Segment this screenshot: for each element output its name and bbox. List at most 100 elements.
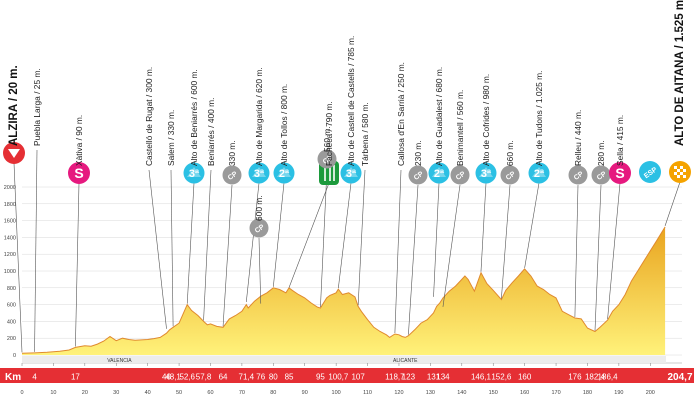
- x-tick-label: 150: [489, 390, 498, 396]
- point-label: 330 m.: [227, 140, 237, 166]
- checkpoint-icon: [317, 149, 337, 169]
- km-value: 160: [518, 373, 532, 382]
- checkpoint-icon: [568, 165, 588, 185]
- category-climb-badge: 3ª: [475, 162, 497, 184]
- category-text: 2ª: [434, 168, 445, 180]
- km-value: 182,4: [585, 373, 606, 382]
- km-final-value: 204,7: [667, 372, 692, 383]
- leader-line: [501, 184, 511, 299]
- x-tick-label: 80: [270, 390, 276, 396]
- km-value: 64: [219, 373, 228, 382]
- category-climb-badge: 2ª: [428, 162, 450, 184]
- checkpoint-badge: CP: [591, 165, 611, 185]
- y-tick-label: 1800: [4, 202, 16, 208]
- km-value: 80: [269, 373, 278, 382]
- region-label: ALICANTE: [393, 358, 418, 364]
- start-badge: [3, 142, 25, 164]
- km-value: 57,8: [196, 373, 212, 382]
- point-label: Alto de Tollos / 800 m.: [279, 84, 289, 166]
- category-climb-badge: 2ª: [528, 162, 550, 184]
- point-label: Beniarrés / 400 m.: [206, 98, 216, 166]
- category-text: 3ª: [254, 168, 265, 180]
- y-tick-label: 1200: [4, 252, 16, 258]
- point-label: 280 m.: [596, 140, 606, 166]
- km-value: 95: [316, 373, 325, 382]
- checker-cell: [677, 169, 680, 172]
- checkpoint-text: CP: [254, 223, 266, 235]
- leader-line: [664, 181, 681, 226]
- category-climb-badge: 2ª: [273, 162, 295, 184]
- chart-grid: [22, 186, 682, 356]
- category-text: 2ª: [534, 168, 545, 180]
- km-value: 71,4: [239, 373, 255, 382]
- point-label: 230 m.: [413, 140, 423, 166]
- km-value: 123: [402, 373, 416, 382]
- climb-icon: [248, 162, 270, 184]
- x-tick-label: 140: [457, 390, 466, 396]
- checkpoint-icon: [249, 218, 269, 238]
- checker-cell: [680, 166, 683, 169]
- elevation-outline: [21, 226, 666, 354]
- km-value: 152,6: [491, 373, 512, 382]
- checkpoint-icon: [500, 165, 520, 185]
- leader-line: [34, 149, 38, 352]
- y-tick-label: 800: [7, 286, 16, 292]
- leader-lines: [13, 149, 681, 353]
- point-label: Relleu / 440 m.: [573, 110, 583, 166]
- special-climb-badge: ESP: [639, 161, 661, 183]
- km-value: 107: [351, 373, 365, 382]
- x-tick-label: 90: [302, 390, 308, 396]
- y-tick-label: 600: [7, 303, 16, 309]
- point-label: ALZIRA / 20 m.: [8, 65, 20, 146]
- y-axis: 0 200 400 600 800 1000 1200 1400 1600 1800 2000: [4, 185, 16, 359]
- km-value: 46: [162, 373, 171, 382]
- point-label: Alto de Cofrides / 980 m.: [481, 74, 491, 166]
- checkpoint-badge: CP: [568, 165, 588, 185]
- checkpoint-badge: CP: [317, 149, 337, 169]
- checker-cell: [674, 172, 677, 175]
- checkpoint-icon: [450, 165, 470, 185]
- category-climb-badge: 3ª: [340, 162, 362, 184]
- leader-line: [170, 169, 174, 327]
- category-text: 2ª: [279, 168, 290, 180]
- checkpoint-badge: CP: [500, 165, 520, 185]
- point-label: Tárbena / 580 m.: [360, 102, 370, 166]
- y-tick-label: 1400: [4, 235, 16, 241]
- x-tick-label: 60: [207, 390, 213, 396]
- checkpoint-badge: CP: [249, 218, 269, 238]
- km-value: 176: [568, 373, 582, 382]
- sprint-badge: S: [68, 162, 90, 184]
- point-label: Alto de Tudons / 1.025 m.: [534, 71, 544, 166]
- km-value: 48,1: [165, 373, 181, 382]
- checkpoint-text: CP: [322, 154, 334, 166]
- km-value: 100,7: [328, 373, 349, 382]
- checker-cell: [674, 166, 677, 169]
- y-tick-label: 1600: [4, 219, 16, 225]
- checkpoint-icon: [222, 165, 242, 185]
- badges: S 3ª CP 3ª CP 2ª CP 3ª CP 2ª CP 3ª CP 2ª CP CP S ESP: [3, 142, 691, 238]
- x-tick-label: 110: [363, 390, 372, 396]
- checkpoint-text: CP: [505, 170, 517, 182]
- checkpoint-text: CP: [596, 170, 608, 182]
- climb-icon: [475, 162, 497, 184]
- y-tick-label: 1000: [4, 269, 16, 275]
- leader-line: [524, 182, 540, 268]
- x-tick-label: 30: [113, 390, 119, 396]
- leader-line: [408, 184, 419, 335]
- km-value: 134: [436, 373, 450, 382]
- leader-line: [357, 169, 366, 306]
- leader-line: [574, 184, 579, 318]
- point-label: Alto de Beniarrés / 600 m.: [189, 69, 199, 166]
- x-tick-label: 180: [583, 390, 592, 396]
- region-bar: VALENCIA ALICANTE: [22, 356, 666, 364]
- mountain-icon: [479, 167, 493, 177]
- leader-line: [433, 182, 440, 297]
- category-text: 3ª: [189, 168, 200, 180]
- mountain-icon: [252, 167, 266, 177]
- leader-line: [75, 182, 80, 347]
- checkpoint-badge: CP: [222, 165, 242, 185]
- point-label: Callosa d'En Sarrià / 250 m.: [396, 62, 406, 166]
- region-label: VALENCIA: [107, 358, 132, 364]
- km-value: 85: [285, 373, 294, 382]
